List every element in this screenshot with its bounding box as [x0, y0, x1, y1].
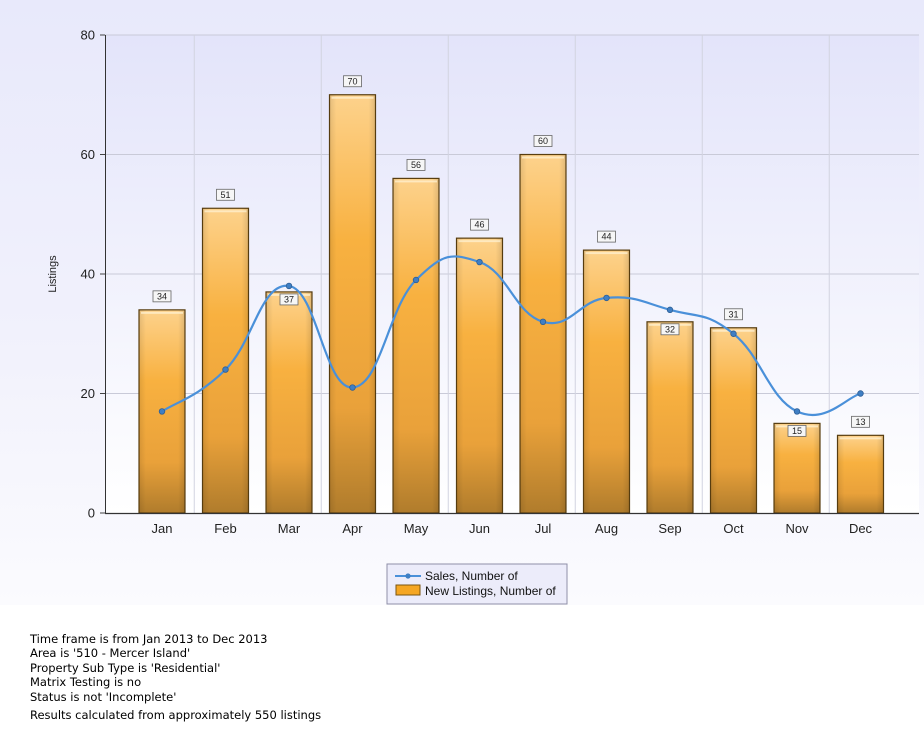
data-label-box-aug [597, 230, 616, 243]
sales-point-jan [158, 408, 166, 415]
axis-layer: 0 20 40 60 80 Jan Feb Mar Apr May Jun Jul Aug Sep Oct N… [81, 28, 919, 536]
bar-shade-may [393, 178, 439, 513]
bar-shade-mar [266, 291, 312, 513]
legend-sales-label: Sales, Number of [425, 569, 518, 583]
sales-point-sep [666, 306, 674, 314]
note-property-sub-type: Property Sub Type is 'Residential' [30, 660, 221, 675]
data-label-box-apr [343, 75, 362, 88]
data-label-nov: 15 [792, 426, 802, 436]
y-tick-label-60: 60 [81, 147, 95, 162]
data-label-box-jun [470, 218, 489, 231]
data-label-dec: 13 [855, 417, 865, 427]
legend-new-listings-swatch [395, 584, 421, 596]
x-tick-label-aug: Aug [595, 521, 618, 536]
legend-box [386, 563, 568, 605]
bar-shade-jul [520, 154, 566, 513]
data-label-box-dec [851, 415, 870, 428]
data-label-box-mar [279, 293, 299, 306]
x-tick-label-oct: Oct [723, 521, 744, 536]
report-notes: Time frame is from Jan 2013 to Dec 2013 … [30, 632, 321, 722]
bar-shade-dec [837, 435, 884, 513]
note-area: Area is '510 - Mercer Island' [30, 646, 191, 661]
bar-highlight-aug [585, 252, 628, 255]
bar-highlight-apr [331, 96, 374, 99]
chart-panel: 34 51 37 70 56 46 60 44 32 31 15 13 0 20 40 60 80 Jan Feb… [0, 0, 924, 605]
bar-highlight-jun [458, 240, 501, 243]
sales-point-mar [285, 282, 293, 290]
bar-highlight-jul [522, 156, 564, 159]
y-axis-title: Listings [47, 255, 59, 293]
legend: Sales, Number of New Listings, Number of [386, 563, 568, 605]
x-tick-label-sep: Sep [658, 521, 681, 536]
bar-shade-oct [710, 327, 757, 513]
bar-highlight-may [395, 180, 437, 183]
chart: 34 51 37 70 56 46 60 44 32 31 15 13 0 20 40 60 80 Jan Feb… [0, 0, 924, 605]
x-tick-label-dec: Dec [849, 521, 873, 536]
x-tick-label-mar: Mar [278, 521, 301, 536]
data-label-box-jan [152, 290, 172, 303]
sales-point-apr [349, 384, 356, 391]
bar-layer [138, 94, 885, 514]
sales-point-aug [603, 294, 610, 302]
legend-new-listings-label: New Listings, Number of [425, 584, 556, 598]
bar-highlight-dec [839, 437, 882, 440]
data-label-jul: 60 [538, 136, 548, 146]
data-label-box-oct [724, 308, 743, 321]
note-time-frame: Time frame is from Jan 2013 to Dec 2013 [30, 632, 268, 646]
sales-point-jul [539, 318, 547, 325]
data-label-apr: 70 [347, 76, 357, 86]
x-tick-label-apr: Apr [342, 521, 363, 536]
sales-point-jun [476, 258, 483, 266]
data-label-jan: 34 [157, 291, 167, 301]
note-status: Status is not 'Incomplete' [30, 689, 177, 704]
sales-point-feb [222, 366, 229, 373]
y-tick-label-40: 40 [81, 267, 95, 282]
data-label-box-sep [660, 323, 680, 336]
x-tick-label-jul: Jul [535, 521, 552, 536]
data-label-mar: 37 [284, 294, 294, 304]
data-label-box-feb [216, 188, 235, 201]
sales-point-nov [793, 408, 801, 415]
bar-shade-aug [583, 250, 630, 513]
bar-shade-sep [647, 321, 693, 513]
sales-point-oct [730, 330, 737, 337]
x-tick-label-may: May [404, 521, 429, 536]
bar-shade-jun [456, 238, 503, 513]
bar-shade-feb [202, 208, 249, 513]
bar-highlight-feb [204, 210, 247, 213]
data-label-may: 56 [411, 160, 421, 170]
legend-sales-marker [405, 573, 411, 579]
bar-shade-nov [774, 423, 820, 513]
data-label-feb: 51 [220, 190, 230, 200]
y-tick-label-20: 20 [81, 386, 95, 401]
x-tick-label-nov: Nov [785, 521, 809, 536]
data-label-oct: 31 [728, 309, 738, 319]
bar-highlight-jan [141, 311, 183, 314]
x-tick-label-jun: Jun [469, 521, 490, 536]
data-label-box-may [406, 158, 426, 171]
y-tick-label-0: 0 [88, 506, 95, 521]
note-matrix-testing: Matrix Testing is no [30, 675, 142, 690]
line-layer: 34 51 37 70 56 46 60 44 32 31 15 13 [152, 75, 870, 437]
data-label-aug: 44 [601, 232, 611, 242]
sales-point-may [412, 276, 420, 284]
data-label-box-nov [787, 424, 807, 437]
data-label-sep: 32 [665, 324, 675, 334]
x-tick-label-jan: Jan [152, 521, 173, 536]
bar-shade-apr [329, 94, 376, 513]
x-tick-label-feb: Feb [214, 521, 236, 536]
data-label-box-jul [533, 135, 553, 147]
y-tick-label-80: 80 [81, 28, 95, 43]
data-label-jun: 46 [474, 220, 484, 230]
note-results: Results calculated from approximately 55… [30, 708, 322, 723]
sales-point-dec [857, 390, 864, 397]
